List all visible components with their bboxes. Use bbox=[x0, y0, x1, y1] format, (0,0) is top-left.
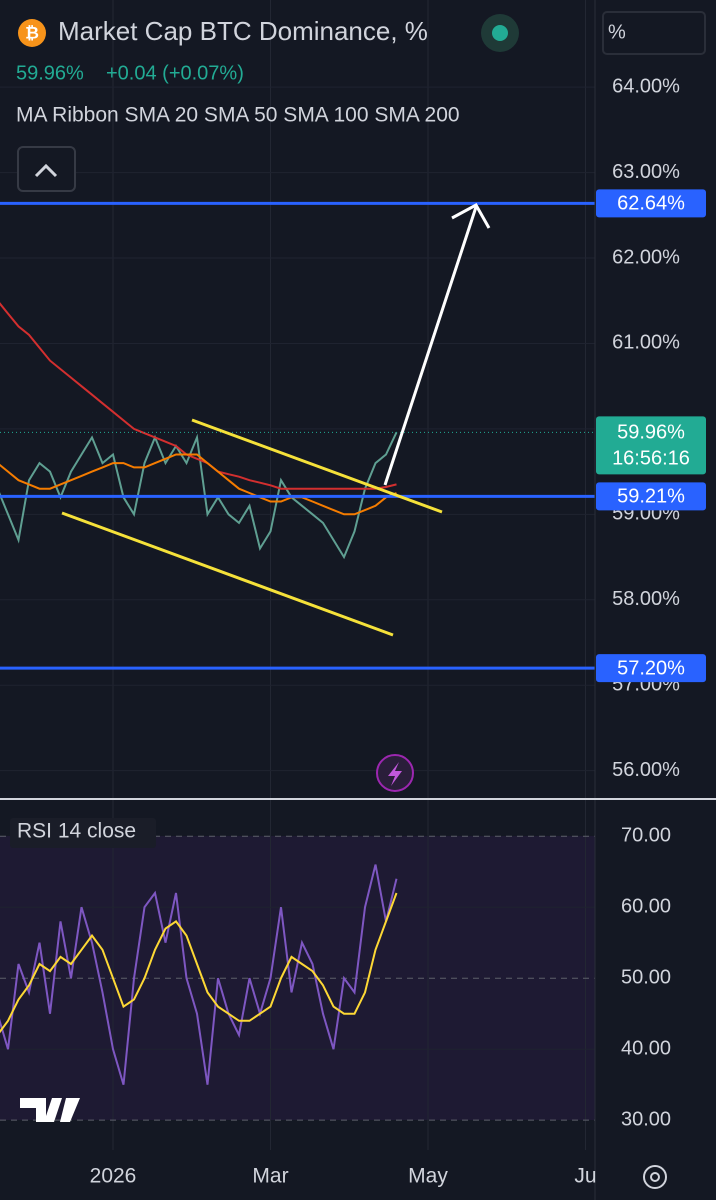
series-line bbox=[0, 453, 397, 516]
status-dot bbox=[492, 25, 508, 41]
rsi-label-bg bbox=[10, 818, 156, 848]
tv-logo bbox=[20, 1098, 80, 1122]
price-label-box bbox=[596, 654, 706, 683]
x-tick-label: May bbox=[408, 1165, 448, 1188]
btc-symbol: ₿ bbox=[25, 23, 39, 42]
header-price: 59.96% bbox=[16, 62, 84, 84]
arrow-head bbox=[451, 202, 491, 229]
arrow bbox=[383, 206, 478, 486]
y-tick-label: 56.00% bbox=[612, 759, 680, 781]
price-label: 57.20% bbox=[617, 657, 685, 679]
header-change: +0.04 (+0.07%) bbox=[106, 62, 244, 84]
plots bbox=[0, 201, 595, 1085]
y-tick-label: 60.00 bbox=[621, 895, 671, 917]
price-label: 62.64% bbox=[617, 193, 685, 215]
settings-icon-center bbox=[650, 1172, 660, 1182]
y-tick-label: 63.00% bbox=[612, 161, 680, 183]
lightning-icon bbox=[388, 762, 402, 786]
y-tick-label: 70.00 bbox=[621, 824, 671, 846]
y-tick-label: 30.00 bbox=[621, 1108, 671, 1130]
series-line bbox=[0, 892, 398, 1034]
price-label-box bbox=[596, 482, 706, 511]
countdown: 16:56:16 bbox=[612, 448, 690, 470]
y-tick-label: 62.00% bbox=[612, 246, 680, 268]
last-price-label: 59.96% bbox=[617, 422, 685, 444]
price-label-box bbox=[596, 189, 706, 218]
y-tick-label: 50.00 bbox=[621, 966, 671, 988]
btc-icon bbox=[18, 19, 46, 47]
collapse-button[interactable] bbox=[17, 146, 76, 192]
channel-bottom bbox=[61, 511, 394, 637]
x-tick-label: Ju bbox=[574, 1165, 596, 1188]
price-label: 59.21% bbox=[617, 486, 685, 508]
series-line bbox=[0, 864, 398, 1085]
settings-icon[interactable] bbox=[643, 1165, 667, 1189]
x-tick-label: Mar bbox=[252, 1165, 288, 1188]
title: Market Cap BTC Dominance, % bbox=[58, 16, 428, 46]
grid bbox=[0, 0, 595, 1150]
y-tick-label: 40.00 bbox=[621, 1037, 671, 1059]
price-axis: 2026 Mar May Ju 64.00% 63.00% 62.00% 61.00% 60.0… bbox=[90, 75, 706, 1188]
channel-top bbox=[191, 418, 443, 514]
series-line bbox=[0, 431, 398, 560]
scale-button-label: % bbox=[608, 21, 626, 43]
y-tick-label: 58.00% bbox=[612, 588, 680, 610]
rsi-title: RSI 14 close bbox=[17, 820, 136, 843]
y-tick-label: 64.00% bbox=[612, 75, 680, 97]
y-tick-label: 61.00% bbox=[612, 332, 680, 354]
series-line bbox=[0, 302, 397, 490]
scale-button[interactable] bbox=[602, 11, 706, 55]
last-price-box bbox=[596, 416, 706, 475]
indicator-legend: MA Ribbon SMA 20 SMA 50 SMA 100 SMA 200 bbox=[16, 104, 460, 127]
chevron bbox=[34, 163, 58, 178]
x-tick-label: 2026 bbox=[90, 1165, 137, 1188]
